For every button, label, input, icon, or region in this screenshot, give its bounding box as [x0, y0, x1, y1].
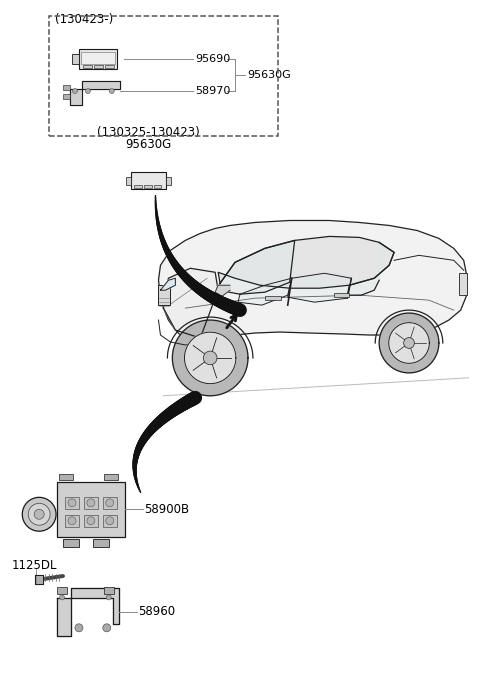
- Bar: [459, 274, 467, 295]
- Bar: [93, 539, 109, 546]
- Polygon shape: [35, 575, 43, 584]
- Bar: [94, 65, 103, 68]
- Circle shape: [28, 503, 50, 525]
- Circle shape: [85, 89, 90, 93]
- Bar: [49, 16, 278, 136]
- Circle shape: [75, 624, 83, 632]
- Bar: [126, 177, 131, 185]
- Bar: [133, 185, 142, 188]
- Bar: [167, 177, 171, 185]
- Bar: [65, 515, 79, 527]
- Bar: [154, 185, 161, 188]
- Text: (130423-): (130423-): [55, 14, 113, 26]
- Text: 1125DL: 1125DL: [12, 559, 57, 571]
- Bar: [158, 285, 170, 305]
- Bar: [63, 85, 70, 90]
- Circle shape: [68, 517, 76, 525]
- Polygon shape: [70, 81, 120, 105]
- Bar: [84, 515, 98, 527]
- Circle shape: [60, 595, 64, 600]
- Bar: [57, 482, 125, 537]
- Text: 58970: 58970: [195, 86, 230, 96]
- Polygon shape: [218, 236, 394, 288]
- Polygon shape: [215, 285, 230, 296]
- Text: 95630G: 95630G: [125, 138, 172, 151]
- Circle shape: [34, 509, 44, 519]
- Bar: [72, 54, 79, 64]
- Bar: [84, 497, 98, 509]
- Polygon shape: [218, 240, 295, 294]
- Bar: [63, 94, 70, 99]
- Bar: [104, 587, 114, 594]
- Circle shape: [106, 517, 114, 525]
- Circle shape: [72, 89, 77, 93]
- Bar: [103, 515, 117, 527]
- Polygon shape: [288, 274, 351, 302]
- Bar: [57, 587, 67, 594]
- Polygon shape: [158, 221, 467, 348]
- Polygon shape: [238, 278, 292, 305]
- Circle shape: [106, 595, 111, 600]
- Text: 95690: 95690: [195, 54, 230, 64]
- Circle shape: [87, 499, 95, 507]
- Bar: [59, 474, 73, 480]
- Circle shape: [404, 338, 414, 349]
- Circle shape: [68, 499, 76, 507]
- Text: 95630G: 95630G: [247, 70, 291, 80]
- Bar: [65, 497, 79, 509]
- Circle shape: [103, 624, 111, 632]
- Polygon shape: [389, 323, 429, 364]
- Circle shape: [22, 498, 56, 531]
- Polygon shape: [184, 332, 236, 384]
- Bar: [144, 185, 152, 188]
- Bar: [104, 474, 118, 480]
- Text: (130325-130423): (130325-130423): [97, 126, 200, 139]
- Polygon shape: [164, 268, 218, 338]
- Polygon shape: [160, 278, 175, 290]
- Bar: [79, 49, 117, 69]
- Bar: [103, 497, 117, 509]
- Text: 58900B: 58900B: [144, 503, 190, 516]
- Circle shape: [87, 517, 95, 525]
- Polygon shape: [379, 313, 439, 373]
- Circle shape: [204, 351, 217, 365]
- Bar: [131, 172, 167, 189]
- Polygon shape: [172, 320, 248, 396]
- Text: 58960: 58960: [139, 605, 176, 618]
- Bar: [83, 65, 92, 68]
- Bar: [81, 52, 115, 64]
- Circle shape: [109, 89, 114, 93]
- Circle shape: [106, 499, 114, 507]
- Polygon shape: [348, 242, 394, 295]
- Polygon shape: [57, 588, 119, 636]
- Bar: [63, 539, 79, 546]
- Bar: [335, 293, 349, 297]
- Bar: [105, 65, 114, 68]
- Bar: [265, 296, 281, 300]
